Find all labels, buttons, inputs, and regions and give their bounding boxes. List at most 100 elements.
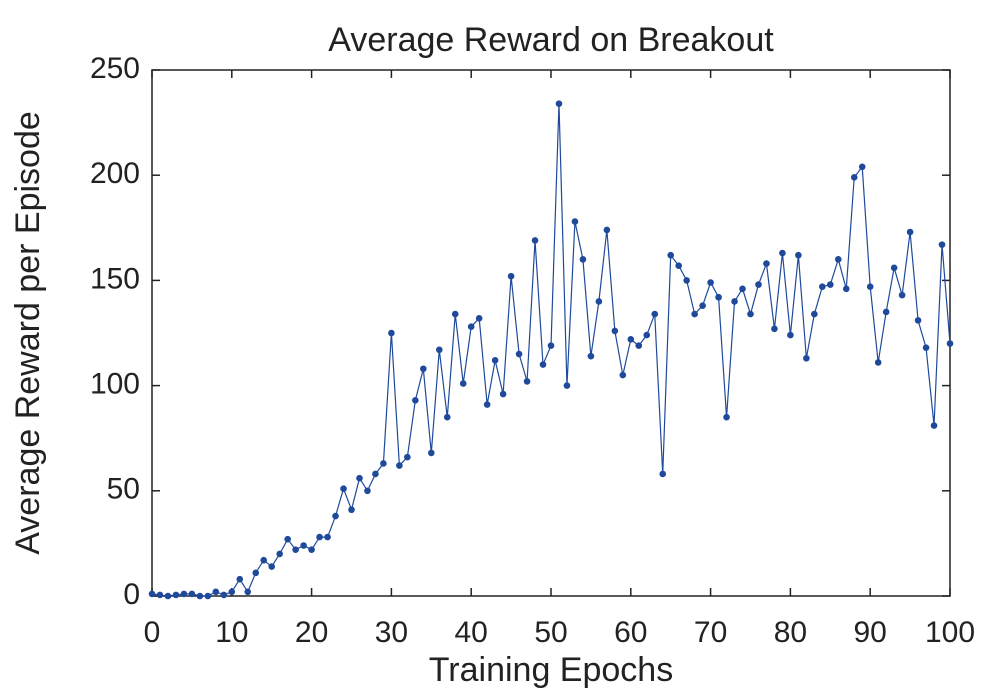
- data-line: [151, 103, 951, 597]
- data-point: [723, 413, 730, 421]
- x-tick-label: 80: [774, 616, 807, 649]
- data-point: [866, 283, 874, 291]
- data-point: [571, 218, 579, 225]
- data-point: [795, 251, 802, 259]
- data-point: [220, 591, 228, 599]
- data-point: [707, 279, 714, 286]
- data-point: [691, 310, 698, 318]
- data-point: [396, 462, 403, 469]
- data-point: [699, 302, 706, 309]
- data-point: [435, 346, 443, 354]
- data-point: [332, 512, 339, 520]
- x-tick-label: 70: [694, 616, 727, 649]
- data-point: [906, 228, 914, 236]
- y-tick-label: 50: [107, 473, 140, 506]
- x-tick-label: 40: [455, 616, 488, 649]
- data-point: [372, 470, 379, 478]
- data-point: [164, 592, 172, 600]
- y-tick-label: 100: [90, 368, 140, 401]
- data-point: [755, 281, 762, 288]
- y-tick-label: 0: [123, 578, 140, 611]
- data-point: [938, 241, 946, 248]
- data-point: [268, 563, 276, 570]
- y-tick-label: 250: [90, 52, 140, 85]
- data-point: [914, 317, 922, 324]
- data-point: [946, 340, 954, 347]
- data-point: [284, 535, 291, 543]
- data-point: [364, 487, 371, 495]
- data-point: [930, 422, 938, 429]
- data-point: [547, 342, 555, 349]
- data-point: [763, 260, 770, 267]
- data-point: [811, 310, 818, 318]
- data-point: [276, 550, 283, 558]
- data-point: [236, 575, 244, 583]
- data-point: [196, 592, 204, 600]
- data-point: [563, 382, 571, 389]
- data-point: [922, 344, 930, 352]
- data-point: [260, 556, 268, 564]
- data-point: [388, 329, 395, 337]
- data-point: [834, 256, 842, 263]
- data-point: [404, 453, 411, 461]
- data-point: [555, 100, 563, 107]
- data-point: [683, 277, 690, 284]
- data-point: [292, 546, 299, 554]
- data-point: [324, 533, 331, 541]
- data-point: [611, 327, 619, 335]
- data-point: [420, 365, 427, 373]
- x-tick-label: 30: [375, 616, 408, 649]
- data-point: [635, 342, 643, 349]
- data-point: [787, 331, 794, 339]
- data-point: [348, 506, 355, 514]
- data-point: [779, 249, 786, 257]
- data-point: [643, 331, 651, 339]
- data-point: [819, 283, 826, 291]
- data-point: [587, 352, 595, 360]
- data-point: [850, 174, 858, 181]
- data-point: [499, 390, 507, 398]
- data-point: [874, 359, 882, 366]
- x-tick-label: 50: [534, 616, 567, 649]
- data-point: [515, 350, 523, 358]
- data-point: [890, 264, 898, 272]
- x-axis-label: Training Epochs: [429, 651, 673, 689]
- data-point: [308, 546, 315, 554]
- data-point: [595, 298, 603, 305]
- data-point: [619, 371, 627, 379]
- x-tick-label: 60: [614, 616, 647, 649]
- data-point: [739, 285, 746, 293]
- x-tick-label: 20: [295, 616, 328, 649]
- data-point: [771, 325, 778, 333]
- data-point: [507, 272, 515, 280]
- data-point: [467, 323, 475, 330]
- data-point: [459, 380, 467, 387]
- data-point: [579, 256, 587, 263]
- data-point: [531, 237, 539, 244]
- data-point: [898, 291, 906, 299]
- data-point: [651, 310, 659, 318]
- data-point: [443, 413, 451, 421]
- data-point: [356, 474, 363, 482]
- chart-title: Average Reward on Breakout: [328, 21, 774, 59]
- data-point: [842, 285, 850, 293]
- data-point: [156, 591, 164, 599]
- data-point: [483, 401, 491, 408]
- data-point: [827, 281, 834, 288]
- data-point: [491, 357, 499, 364]
- data-point: [747, 310, 754, 318]
- data-point: [627, 336, 635, 343]
- data-point: [731, 298, 738, 305]
- data-point: [244, 588, 252, 596]
- data-point: [523, 378, 531, 385]
- data-point: [252, 569, 260, 577]
- x-tick-label: 0: [144, 616, 161, 649]
- x-tick-label: 100: [925, 616, 975, 649]
- data-point: [675, 262, 682, 269]
- data-point: [228, 588, 236, 596]
- y-tick-label: 150: [90, 262, 140, 295]
- data-point: [180, 590, 188, 598]
- data-point: [659, 470, 667, 478]
- data-point: [172, 591, 180, 599]
